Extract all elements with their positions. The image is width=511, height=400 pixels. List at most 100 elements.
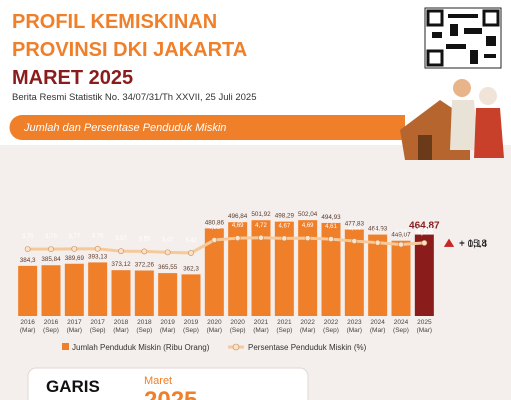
- percent-marker: [398, 241, 404, 248]
- percent-marker: [164, 249, 171, 256]
- bar: [18, 265, 38, 316]
- legend-swatch: [62, 343, 69, 350]
- x-tick-label: 2017 (Sep): [89, 319, 106, 334]
- bar: [228, 222, 248, 316]
- x-tick-label: 2021 (Mar): [253, 319, 269, 334]
- legend-label: Jumlah Penduduk Miskin (Ribu Orang): [72, 343, 210, 352]
- x-tick-label: 2024 (Sep): [393, 319, 409, 334]
- x-tick-label: 2022 (Sep): [323, 319, 339, 334]
- bar: [321, 222, 341, 316]
- percent-label: 4,44: [348, 226, 360, 232]
- percent-marker: [48, 246, 54, 252]
- percent-label: 3,75: [22, 234, 34, 240]
- x-tick-label: 2018 (Mar): [113, 319, 129, 334]
- percent-line: [27, 236, 425, 255]
- bar-value-label: 501,92: [251, 211, 271, 218]
- bar: [344, 229, 364, 316]
- footer-card: [27, 367, 309, 400]
- bar-value-label: 393,13: [88, 253, 108, 260]
- bar: [298, 220, 318, 316]
- percent-marker: [374, 239, 381, 246]
- bar-value-label: 384,3: [20, 257, 36, 264]
- percent-label: 3,78: [92, 234, 104, 240]
- x-tick-label: 2021 (Sep): [276, 319, 293, 334]
- x-tick-label: 2017 (Mar): [66, 319, 83, 334]
- percent-label: 3,57: [115, 236, 127, 242]
- bar-value-label: 502,04: [298, 211, 318, 218]
- footer-heading: GARIS: [46, 377, 100, 396]
- x-tick-label: 2019 (Mar): [159, 319, 176, 334]
- bar: [368, 234, 388, 316]
- bar: [158, 273, 178, 316]
- x-tick-label: 2024 (Mar): [369, 319, 386, 334]
- edition: MARET 2025: [12, 67, 133, 89]
- x-tick-label: 2023 (Mar): [346, 319, 363, 334]
- x-tick-label: 2016 (Sep): [43, 319, 59, 334]
- bar-value-label: 464,87: [409, 221, 440, 232]
- annotation: + 0,14: [459, 239, 488, 250]
- bar-value-label: 498,29: [275, 213, 295, 220]
- percent-label: 4,69: [232, 223, 244, 229]
- bar-value-label: 496,84: [228, 213, 248, 220]
- percent-marker: [71, 245, 78, 252]
- percent-label: 4,3: [373, 228, 382, 234]
- x-tick-label: 2016 (Mar): [19, 319, 36, 334]
- x-tick-label: 2025 (Mar): [416, 319, 433, 334]
- bar: [181, 274, 201, 316]
- percent-label: 4,61: [325, 224, 337, 230]
- annotation: + 15,8: [459, 239, 488, 250]
- percent-label: 3,42: [185, 238, 197, 244]
- x-tick-label: 2020 (Sep): [229, 319, 246, 334]
- x-tick-label: 2018 (Sep): [136, 319, 153, 334]
- increase-arrow: [444, 238, 454, 247]
- bar: [41, 265, 61, 316]
- x-tick-label: 2022 (Mar): [299, 319, 316, 334]
- bar-value-label: 464,93: [368, 226, 388, 233]
- percent-marker: [328, 236, 334, 242]
- percent-label: 4,69: [302, 223, 314, 229]
- bar-value-label: 480,86: [205, 219, 225, 226]
- percent-label: 3,77: [68, 234, 80, 240]
- bar-value-label: 477,83: [345, 221, 365, 228]
- bar-value-label: 372,26: [135, 262, 155, 269]
- bar: [414, 234, 434, 316]
- legend-marker: [232, 343, 240, 351]
- percent-marker: [118, 248, 124, 255]
- illustration: [400, 79, 504, 160]
- x-tick-label: 2019 (Sep): [183, 319, 199, 334]
- bar: [111, 270, 131, 316]
- bar-value-label: 494,93: [321, 214, 341, 221]
- percent-marker: [94, 245, 101, 252]
- percent-marker: [281, 235, 288, 242]
- bar: [274, 221, 294, 316]
- bar: [88, 262, 108, 316]
- bar: [64, 263, 84, 316]
- bar-value-label: 389,69: [65, 255, 85, 262]
- percent-label: 4,28: [416, 226, 434, 236]
- percent-marker: [234, 235, 241, 242]
- bar-value-label: 373,12: [111, 261, 131, 268]
- percent-label: 3,55: [138, 236, 150, 242]
- percent-label: 4,72: [255, 223, 267, 229]
- percent-label: 4,53: [208, 225, 220, 231]
- subtitle: Berita Resmi Statistik No. 34/07/31/Th X…: [12, 92, 256, 103]
- bar-value-label: 365,55: [158, 264, 178, 271]
- x-tick-label: 2020 (Mar): [206, 319, 223, 334]
- title-line: PROFIL KEMISKINAN: [12, 11, 217, 33]
- chart-title: Jumlah dan Persentase Penduduk Miskin: [23, 122, 226, 134]
- percent-marker: [351, 238, 358, 244]
- legend-label: Persentase Penduduk Miskin (%): [248, 343, 367, 352]
- percent-marker: [211, 237, 218, 243]
- bar: [251, 220, 271, 316]
- bar: [134, 270, 154, 316]
- bar-value-label: 449,07: [391, 232, 411, 239]
- percent-label: 4,67: [278, 223, 290, 229]
- percent-marker: [258, 234, 264, 241]
- percent-label: 4,14: [395, 230, 407, 236]
- bar: [391, 240, 411, 316]
- section-banner: [9, 115, 405, 140]
- percent-label: 3,75: [45, 234, 57, 240]
- percent-label: 3,47: [162, 237, 174, 243]
